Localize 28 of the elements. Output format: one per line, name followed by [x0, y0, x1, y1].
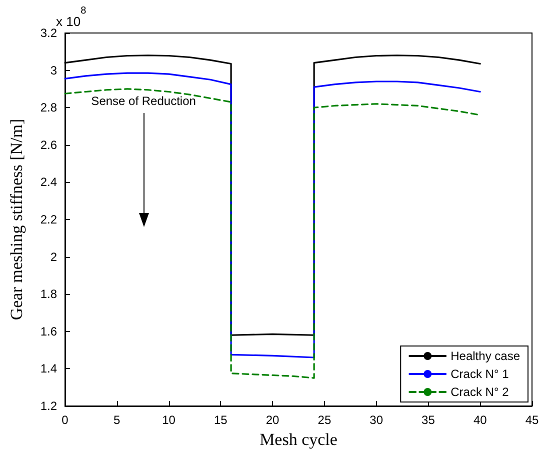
y-tick-label: 2.4 — [40, 175, 58, 190]
x-axis-title: Mesh cycle — [260, 430, 338, 449]
legend-label: Crack N° 1 — [450, 367, 510, 381]
y-tick-label: 2 — [50, 250, 58, 264]
x-tick-label: 20 — [266, 413, 280, 427]
y-tick-label: 1.4 — [40, 362, 58, 376]
x-tick-label: 5 — [114, 413, 121, 427]
y-tick-label: 2.8 — [40, 100, 58, 115]
text: x 108 — [56, 6, 87, 29]
y-tick-label: 1.6 — [40, 324, 58, 338]
y-tick-label: 3 — [50, 63, 58, 78]
legend-label: Crack N° 2 — [450, 385, 510, 399]
x-tick-label: 0 — [62, 413, 69, 427]
y-axis-title: Gear meshing stiffness [N/m] — [7, 118, 26, 320]
legend-label: Healthy case — [450, 349, 520, 363]
x-tick-label: 10 — [162, 413, 176, 427]
y-tick-label: 1.2 — [40, 399, 58, 413]
x-tick-label: 45 — [525, 413, 539, 427]
x-tick-label: 35 — [422, 413, 436, 427]
x-tick-label: 25 — [318, 413, 332, 427]
y-tick-label: 2.6 — [40, 138, 58, 152]
x-tick-label: 15 — [214, 413, 228, 427]
y-tick-label: 3.2 — [40, 26, 58, 40]
annotation: Sense of Reduction — [91, 94, 196, 108]
x-tick-label: 30 — [370, 413, 384, 427]
y-tick-label: 1.8 — [40, 287, 58, 302]
y-tick-label: 2.2 — [40, 212, 58, 226]
x-tick-label: 40 — [473, 413, 488, 427]
